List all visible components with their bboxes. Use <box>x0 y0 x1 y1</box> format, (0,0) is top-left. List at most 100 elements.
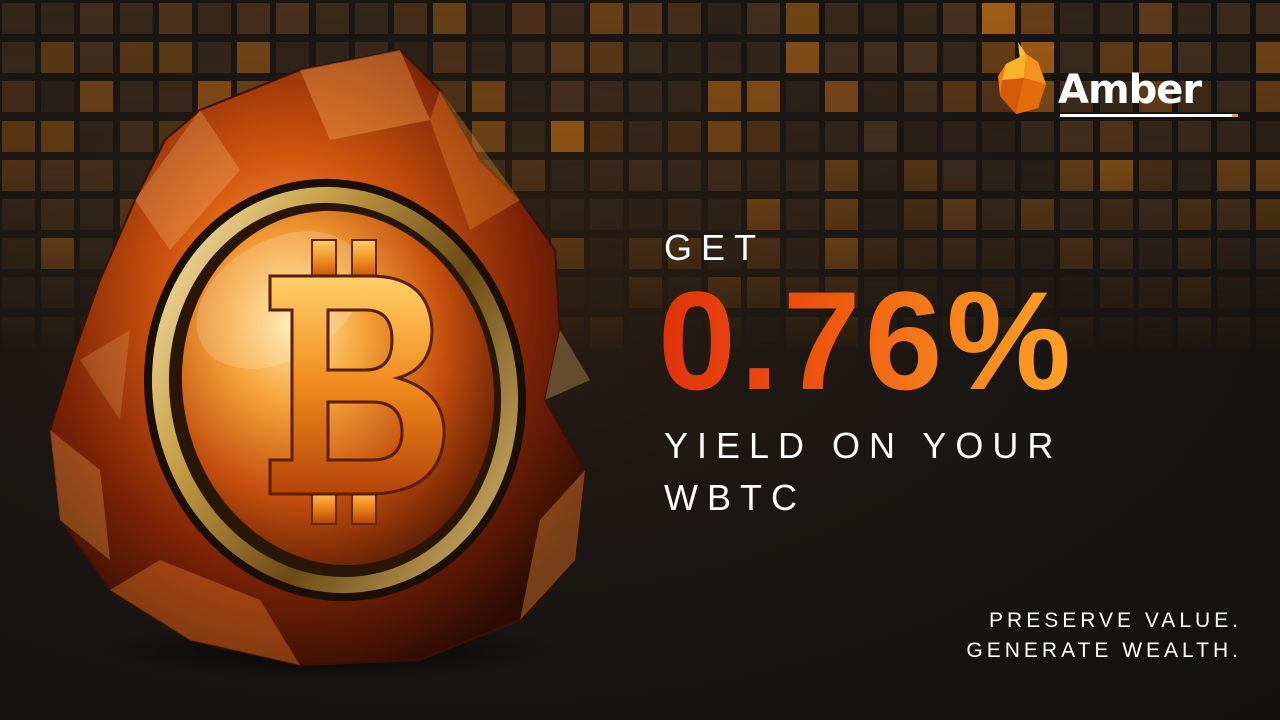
grid-cell <box>198 3 231 34</box>
grid-cell <box>1217 42 1251 74</box>
grid-cell <box>80 42 114 74</box>
grid-cell <box>903 277 937 309</box>
grid-cell <box>825 81 859 113</box>
grid-cell <box>472 120 506 152</box>
grid-cell <box>80 3 114 34</box>
grid-cell <box>668 199 702 230</box>
grid-cell <box>746 42 780 74</box>
grid-cell <box>550 42 584 74</box>
grid-cell <box>550 81 584 113</box>
tagline-line1: PRESERVE VALUE. <box>989 609 1242 632</box>
grid-cell <box>1217 159 1251 191</box>
amber-gem-icon <box>998 42 1046 114</box>
grid-cell <box>354 3 388 34</box>
grid-cell <box>276 42 310 74</box>
grid-cell <box>668 3 702 34</box>
grid-cell <box>825 159 859 191</box>
grid-cell <box>825 120 859 152</box>
grid-cell <box>1217 199 1251 230</box>
grid-cell <box>2 81 35 113</box>
headline-yield-line1: YIELD ON YOUR <box>664 425 1063 466</box>
grid-cell <box>1256 316 1280 348</box>
grid-cell <box>550 159 584 191</box>
grid-cell <box>41 3 75 34</box>
headline-yield-line2: WBTC <box>664 477 806 518</box>
headline-yield: YIELD ON YOUR WBTC <box>664 420 1184 524</box>
grid-cell <box>1099 159 1133 191</box>
grid-cell <box>1178 81 1211 113</box>
grid-cell <box>1099 42 1133 74</box>
grid-cell <box>1178 3 1211 34</box>
grid-cell <box>942 238 976 270</box>
grid-cell <box>1138 81 1172 113</box>
grid-cell <box>786 316 819 348</box>
grid-cell <box>1021 238 1055 270</box>
grid-cell <box>982 120 1015 152</box>
tagline: PRESERVE VALUE. GENERATE WEALTH. <box>966 606 1242 666</box>
grid-cell <box>1256 81 1280 113</box>
grid-cell <box>746 199 780 230</box>
grid-cell <box>1178 277 1211 309</box>
grid-cell <box>394 3 427 34</box>
grid-cell <box>41 42 75 74</box>
grid-cell <box>1021 277 1055 309</box>
grid-cell <box>864 81 898 113</box>
grid-cell <box>629 3 663 34</box>
grid-cell <box>707 120 741 152</box>
grid-cell <box>825 199 859 230</box>
grid-cell <box>1256 42 1280 74</box>
grid-cell <box>590 42 623 74</box>
grid-cell <box>903 81 937 113</box>
grid-cell <box>590 159 623 191</box>
grid-cell <box>41 159 75 191</box>
grid-cell <box>982 159 1015 191</box>
grid-cell <box>1060 42 1094 74</box>
grid-cell <box>119 42 153 74</box>
grid-cell <box>472 81 506 113</box>
grid-cell <box>864 277 898 309</box>
grid-cell <box>2 238 35 270</box>
grid-cell <box>237 42 271 74</box>
grid-cell <box>786 120 819 152</box>
grid-cell <box>746 238 780 270</box>
grid-cell <box>746 159 780 191</box>
grid-cell <box>2 120 35 152</box>
tagline-line2: GENERATE WEALTH. <box>966 639 1242 662</box>
grid-cell <box>1060 316 1094 348</box>
grid-cell <box>119 3 153 34</box>
grid-cell <box>864 316 898 348</box>
grid-cell <box>786 277 819 309</box>
grid-cell <box>1217 3 1251 34</box>
grid-cell <box>472 3 506 34</box>
grid-cell <box>629 120 663 152</box>
grid-cell <box>1138 316 1172 348</box>
grid-cell <box>315 3 349 34</box>
grid-cell <box>550 3 584 34</box>
grid-cell <box>158 3 192 34</box>
grid-cell <box>1217 316 1251 348</box>
grid-cell <box>825 238 859 270</box>
headline-get: GET <box>664 227 766 268</box>
grid-cell <box>707 3 741 34</box>
grid-cell <box>41 316 75 348</box>
grid-cell <box>1021 3 1055 34</box>
grid-cell <box>746 120 780 152</box>
grid-cell <box>590 120 623 152</box>
grid-cell <box>2 159 35 191</box>
grid-cell <box>864 199 898 230</box>
grid-cell <box>2 199 35 230</box>
grid-cell <box>864 159 898 191</box>
grid-cell <box>1256 277 1280 309</box>
grid-cell <box>786 199 819 230</box>
grid-cell <box>629 81 663 113</box>
grid-cell <box>668 316 702 348</box>
grid-cell <box>1138 42 1172 74</box>
grid-cell <box>707 238 741 270</box>
grid-cell <box>158 42 192 74</box>
grid-cell <box>472 42 506 74</box>
grid-cell <box>1217 277 1251 309</box>
grid-cell <box>942 81 976 113</box>
grid-cell <box>511 42 545 74</box>
grid-cell <box>903 199 937 230</box>
grid-cell <box>668 238 702 270</box>
